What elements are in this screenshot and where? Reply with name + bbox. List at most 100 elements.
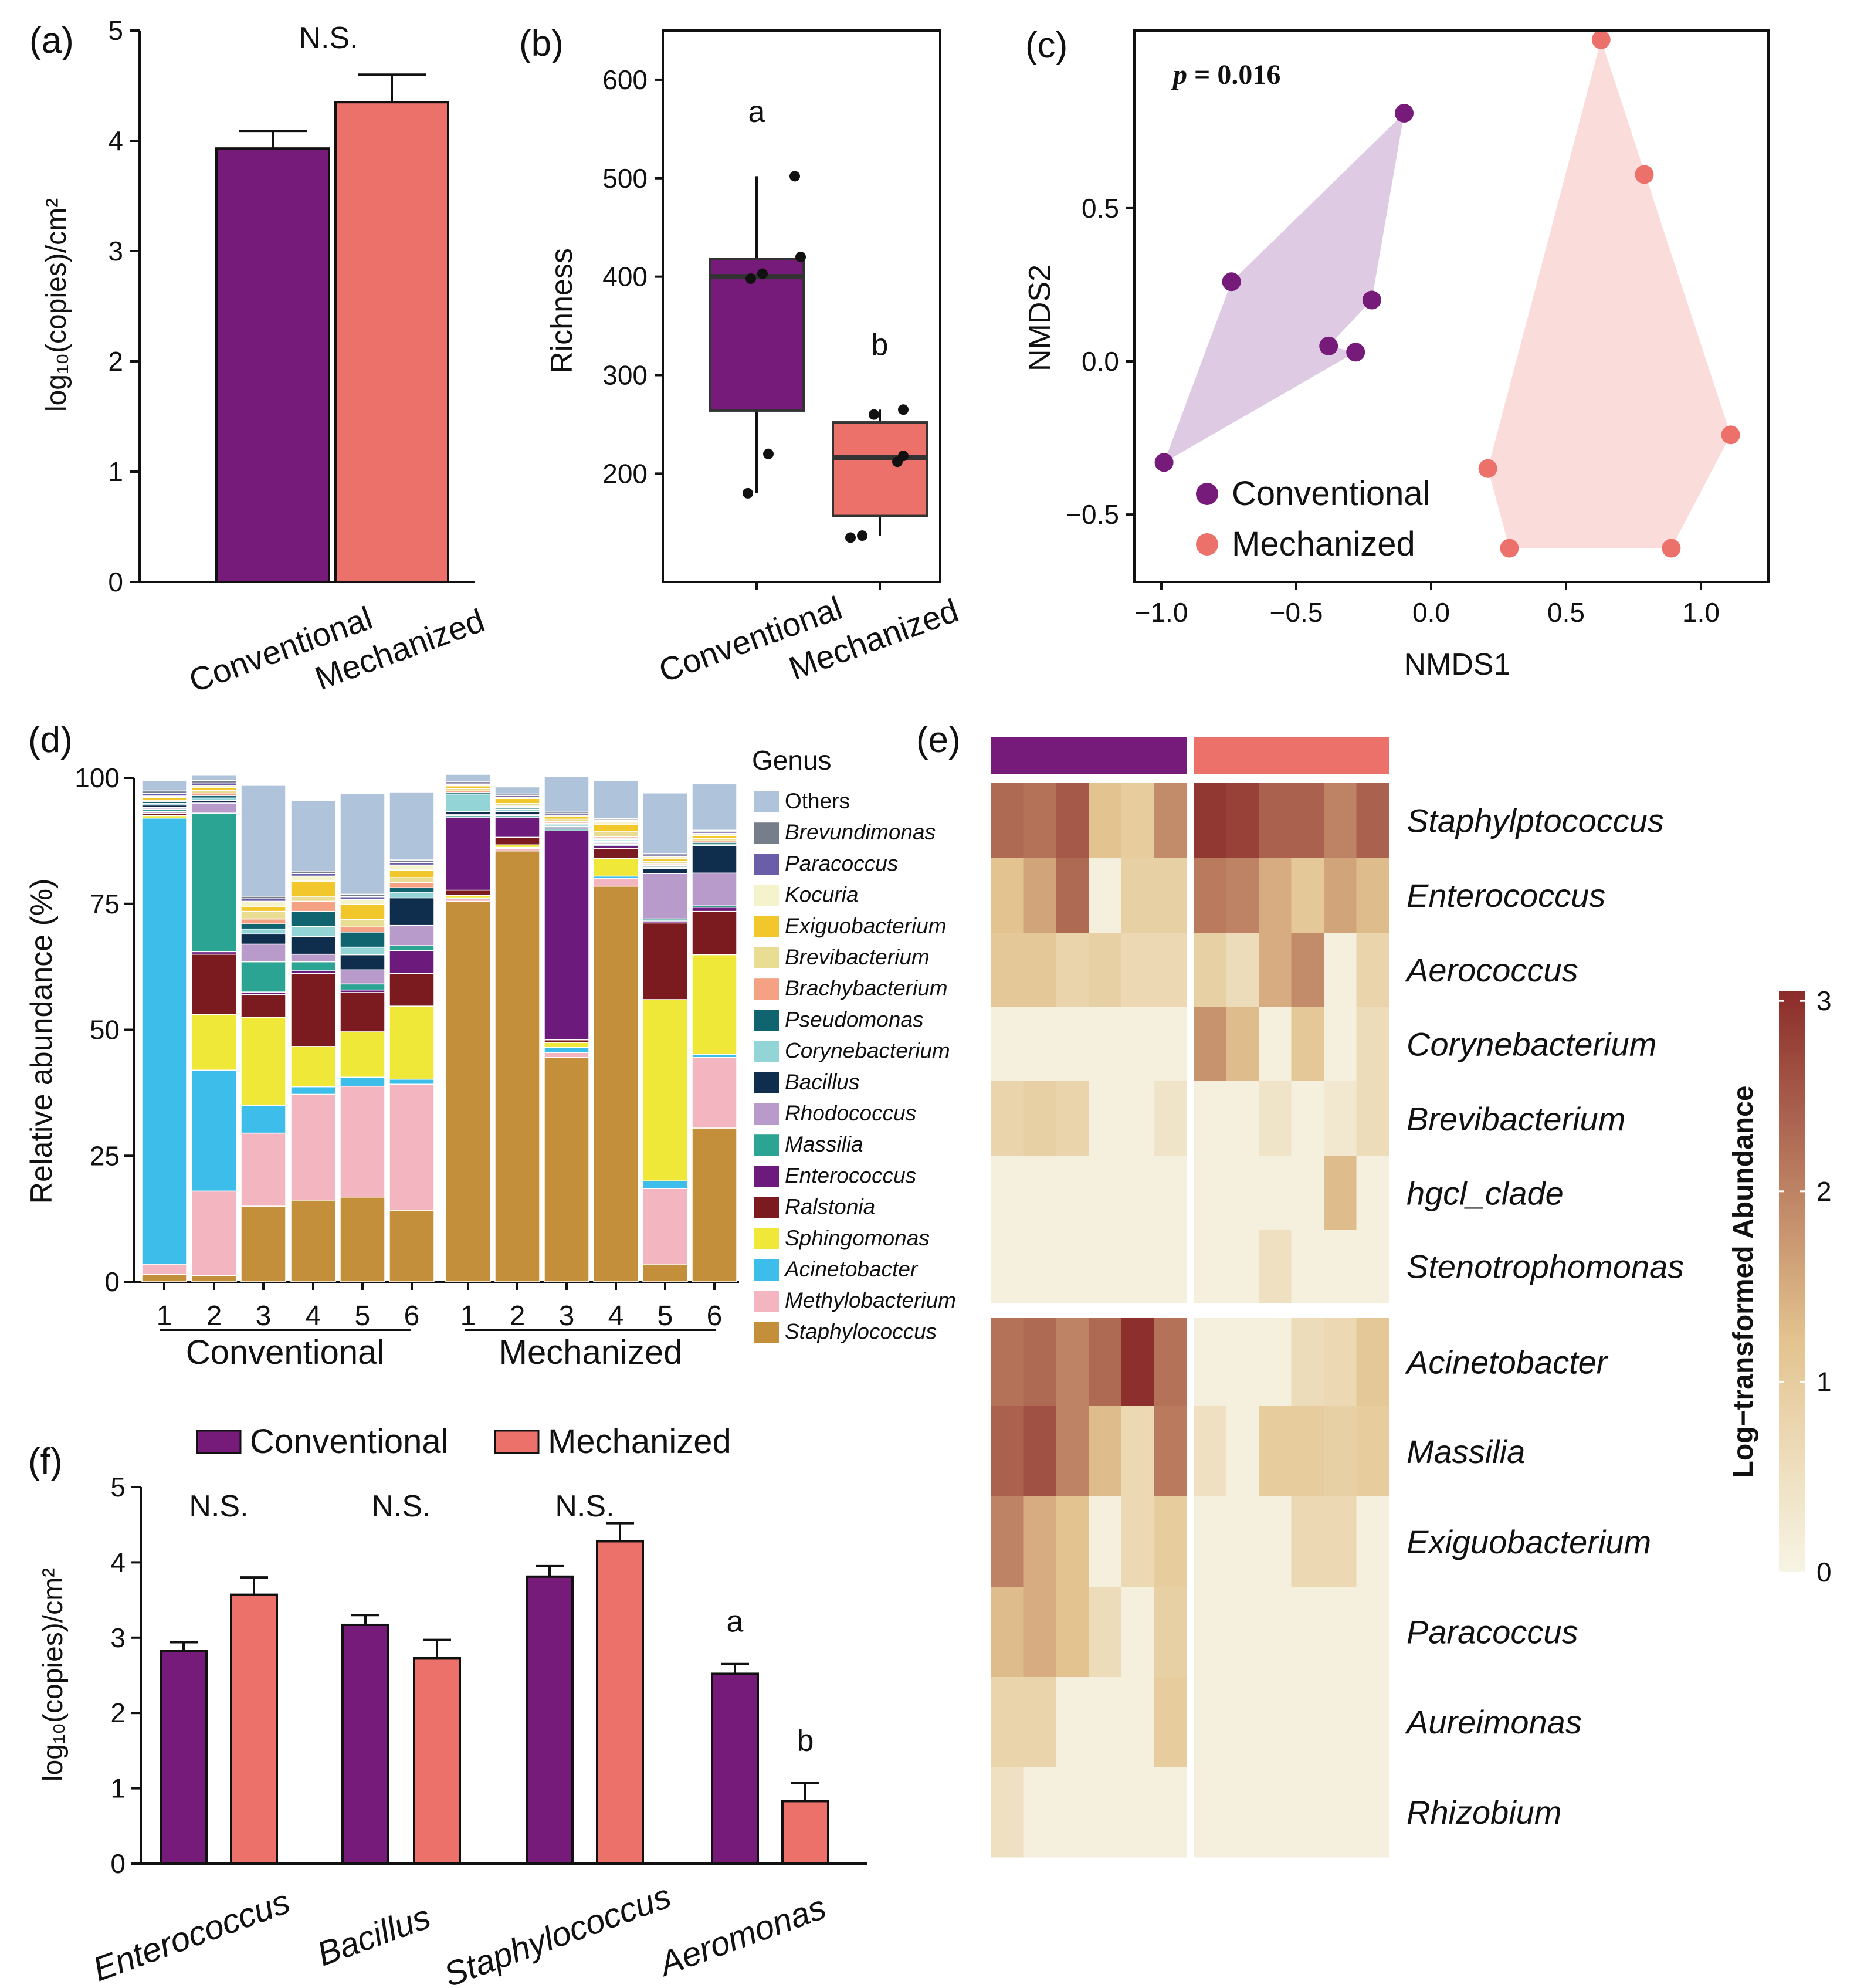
heat-cell <box>1324 1230 1357 1303</box>
heat-cell <box>1291 1230 1324 1303</box>
segment-kocuria <box>389 864 435 871</box>
legend-label: Pseudomonas <box>785 1007 924 1031</box>
y-axis-label: Richness <box>545 248 579 374</box>
segment-rhodococcus <box>240 943 286 963</box>
point-mechanized <box>1662 539 1681 558</box>
point-conventional <box>1222 272 1241 292</box>
x-tick-label: 0.0 <box>1412 597 1450 628</box>
segment-exiguobacterium <box>240 906 286 912</box>
segment-acinetobacter <box>240 1105 286 1134</box>
segment-massilia <box>389 945 435 951</box>
heat-cell <box>1324 1496 1357 1587</box>
segment-bacillus <box>340 954 385 971</box>
heat-cell <box>1194 1156 1226 1230</box>
bar-conventional <box>341 1623 389 1865</box>
y-axis-label: NMDS2 <box>1023 265 1057 371</box>
x-tick-label: 1 <box>460 1301 476 1332</box>
heat-cell <box>1356 1677 1389 1767</box>
data-point <box>869 409 879 420</box>
heat-cell <box>1023 1406 1057 1497</box>
heat-cell <box>1259 933 1292 1007</box>
panel-label: (d) <box>28 720 73 760</box>
segment-rhodococcus <box>290 953 336 963</box>
significance-label: N.S. <box>371 1489 431 1523</box>
heat-cell <box>1226 1767 1259 1858</box>
segment-exiguobacterium <box>494 798 540 804</box>
heat-cell <box>1194 1081 1226 1157</box>
panel-label: (b) <box>519 23 564 64</box>
segment-others <box>642 793 688 854</box>
heat-cell <box>1154 1677 1187 1767</box>
heat-cell <box>991 1156 1024 1230</box>
data-point <box>857 530 867 541</box>
bar-conventional <box>215 147 330 584</box>
x-tick-label: −1.0 <box>1135 597 1188 628</box>
point-conventional <box>1319 336 1338 355</box>
point-mechanized <box>1635 165 1654 184</box>
heat-cell <box>1226 933 1259 1007</box>
y-tick-label: 4 <box>108 126 123 156</box>
legend-swatch <box>754 947 779 968</box>
column-gap <box>1187 783 1193 1857</box>
heat-cell <box>1089 933 1122 1007</box>
heat-cell <box>1259 1496 1292 1587</box>
heat-cell <box>1324 783 1357 858</box>
heat-cell <box>1056 1230 1089 1303</box>
data-point <box>763 448 774 459</box>
x-tick-label: 6 <box>404 1301 420 1332</box>
heat-cell <box>1324 1587 1357 1677</box>
row-label: Brevibacterium <box>1407 1100 1625 1137</box>
data-point <box>845 532 856 543</box>
heat-cell <box>1259 1081 1292 1157</box>
heat-cell <box>1056 1081 1089 1157</box>
legend-swatch <box>754 822 779 844</box>
legend-marker <box>1196 533 1218 556</box>
heat-cell <box>1154 1318 1187 1407</box>
segment-acinetobacter <box>642 1180 688 1189</box>
heat-cell <box>1356 1081 1389 1157</box>
segment-exiguobacterium <box>340 903 385 920</box>
heat-cell <box>1154 933 1187 1007</box>
legend-swatch <box>754 1228 779 1249</box>
x-tick-label: 4 <box>306 1301 321 1332</box>
point-mechanized <box>1478 459 1497 478</box>
panel-label: (e) <box>916 720 961 760</box>
segment-others <box>494 786 540 795</box>
heat-cell <box>1121 1007 1154 1082</box>
heat-cell <box>1226 783 1259 858</box>
legend-swatch <box>754 1072 779 1093</box>
x-tick-label: 1.0 <box>1682 597 1720 628</box>
y-tick-label: 300 <box>602 360 648 391</box>
heat-cell <box>1056 1318 1089 1407</box>
bar-mechanized <box>230 1593 278 1865</box>
heat-cell <box>1226 1587 1259 1677</box>
x-tick-label: Bacillus <box>312 1898 435 1973</box>
segment-corynebacterium <box>389 892 435 899</box>
row-label: Paracoccus <box>1407 1614 1578 1651</box>
segment-corynebacterium <box>290 926 336 937</box>
legend-label: Others <box>785 789 850 813</box>
x-tick-label: 5 <box>658 1301 673 1332</box>
row-label: Enterococcus <box>1407 877 1605 914</box>
y-tick-label: −0.5 <box>1066 499 1119 530</box>
group-letter: a <box>727 1605 744 1639</box>
bar-conventional <box>711 1672 759 1865</box>
group-letter: a <box>748 95 765 129</box>
segment-acinetobacter <box>389 1078 435 1085</box>
heat-cell <box>1194 1406 1226 1497</box>
segment-acinetobacter <box>191 1069 237 1192</box>
heat-cell <box>1356 783 1389 858</box>
heat-cell <box>1089 1156 1122 1230</box>
y-tick-label: 1 <box>108 456 123 487</box>
heat-cell <box>1089 1318 1122 1407</box>
heat-cell <box>1226 1406 1259 1497</box>
heat-cell <box>1356 1496 1389 1587</box>
heat-cell <box>1324 1318 1357 1407</box>
segment-rhodococcus <box>389 924 435 946</box>
row-label: Rhizobium <box>1407 1794 1562 1831</box>
heat-cell <box>1121 1318 1154 1407</box>
y-tick-label: 2 <box>108 346 123 377</box>
heat-cell <box>1023 933 1057 1007</box>
heat-cell <box>1259 1677 1292 1767</box>
